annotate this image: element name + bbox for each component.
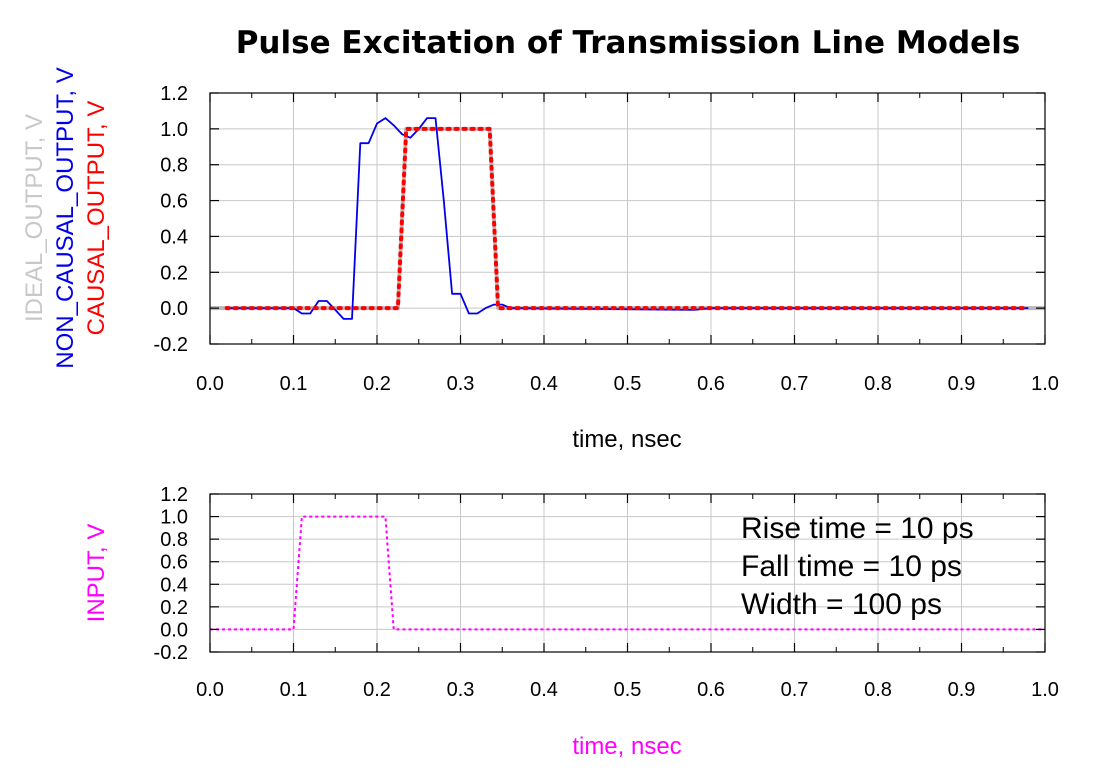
input-ytick-label: -0.2 <box>154 642 188 664</box>
output-ytick-label: -0.2 <box>154 334 188 356</box>
output-plot: 0.0 0.1 0.2 0.3 0.4 0.5 0.6 0.7 0.8 0.9 1.0 -0.2 0.0… <box>21 67 1059 453</box>
output-ytick-label: 0.4 <box>160 226 188 248</box>
input-xtick-label: 1.0 <box>1031 679 1059 701</box>
output-xtick-label: 0.9 <box>948 373 976 395</box>
causal-output-ylabel: CAUSAL_OUTPUT, V <box>83 101 110 336</box>
annotation-rise-time: Rise time = 10 ps <box>741 512 974 545</box>
input-xtick-label: 0.9 <box>948 679 976 701</box>
input-ytick-label: 0.0 <box>160 619 188 641</box>
output-ytick-label: 0.6 <box>160 191 188 213</box>
input-xtick-label: 0.0 <box>196 679 224 701</box>
output-ticks: 0.0 0.1 0.2 0.3 0.4 0.5 0.6 0.7 0.8 0.9 1.0 -0.2 0.0… <box>154 83 1059 395</box>
output-xlabel: time, nsec <box>572 426 681 453</box>
input-ytick-label: 0.4 <box>160 574 188 596</box>
output-series <box>210 117 1045 320</box>
output-ytick-label: 0.2 <box>160 262 188 284</box>
output-ytick-label: 1.0 <box>160 119 188 141</box>
chart-title: Pulse Excitation of Transmission Line Mo… <box>236 25 1021 61</box>
output-xtick-label: 0.6 <box>697 373 725 395</box>
input-xtick-label: 0.8 <box>864 679 892 701</box>
input-ytick-label: 1.2 <box>160 484 188 506</box>
output-ytick-label: 0.0 <box>160 298 188 320</box>
annotation-width: Width = 100 ps <box>741 588 942 621</box>
input-xtick-label: 0.4 <box>530 679 558 701</box>
input-ticks: 0.0 0.1 0.2 0.3 0.4 0.5 0.6 0.7 0.8 0.9 1.0-0.20.0… <box>154 484 1059 701</box>
input-xtick-label: 0.1 <box>280 679 308 701</box>
input-ytick-label: 0.8 <box>160 529 188 551</box>
input-ytick-label: 1.0 <box>160 507 188 529</box>
input-xtick-label: 0.6 <box>697 679 725 701</box>
input-xtick-label: 0.7 <box>781 679 809 701</box>
input-ytick-label: 0.6 <box>160 552 188 574</box>
output-xtick-label: 0.7 <box>781 373 809 395</box>
input-xlabel: time, nsec <box>572 733 681 760</box>
input-plot: 0.0 0.1 0.2 0.3 0.4 0.5 0.6 0.7 0.8 0.9 1.0-0.20.0… <box>83 484 1059 760</box>
output-xtick-label: 0.1 <box>280 373 308 395</box>
ideal-output-ylabel: IDEAL_OUTPUT, V <box>21 114 48 322</box>
non-causal-output-ylabel: NON_CAUSAL_OUTPUT, V <box>52 67 79 368</box>
output-ytick-label: 1.2 <box>160 83 188 105</box>
input-xtick-label: 0.3 <box>447 679 475 701</box>
input-xtick-label: 0.2 <box>363 679 391 701</box>
input-grid <box>210 494 1045 652</box>
output-ytick-label: 0.8 <box>160 155 188 177</box>
output-xtick-label: 0.4 <box>530 373 558 395</box>
output-xtick-label: 0.5 <box>614 373 642 395</box>
output-xtick-label: 0.0 <box>196 373 224 395</box>
input-ylabel: INPUT, V <box>83 524 110 623</box>
output-xtick-label: 0.2 <box>363 373 391 395</box>
output-xtick-label: 0.3 <box>447 373 475 395</box>
output-xtick-label: 0.8 <box>864 373 892 395</box>
output-series-causal-output-v <box>224 126 1031 311</box>
annotation-fall-time: Fall time = 10 ps <box>741 550 962 583</box>
output-xtick-label: 1.0 <box>1031 373 1059 395</box>
input-ytick-label: 0.2 <box>160 597 188 619</box>
input-xtick-label: 0.5 <box>614 679 642 701</box>
